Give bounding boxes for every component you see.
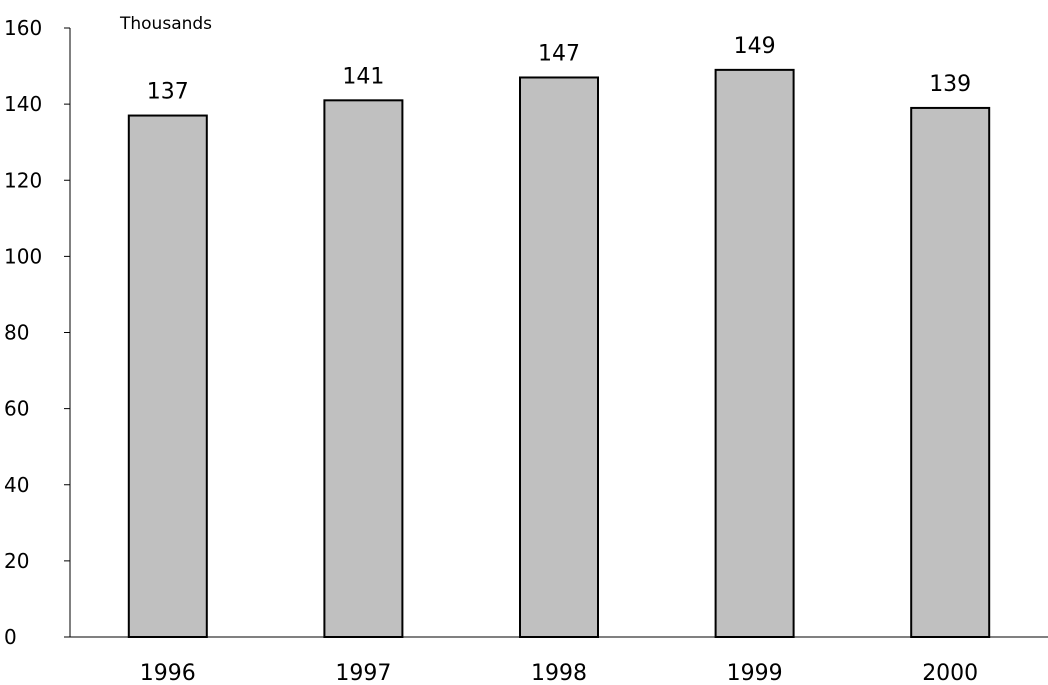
- data-label-1999: 149: [734, 34, 776, 59]
- y-tick-label: 0: [4, 625, 17, 649]
- bar-1999: [714, 68, 795, 638]
- y-tick-label: 160: [4, 16, 42, 40]
- data-label-2000: 139: [929, 72, 971, 97]
- data-label-1996: 137: [147, 80, 189, 105]
- data-label-1998: 147: [538, 41, 580, 66]
- x-axis-labels: 1996 1997 1998 1999 2000: [140, 661, 978, 685]
- x-tick-label-1996: 1996: [140, 661, 196, 685]
- y-tick-label: 100: [4, 244, 42, 268]
- y-tick-label: 80: [4, 321, 29, 345]
- bar-1997: [323, 99, 404, 639]
- bars: [127, 68, 991, 639]
- y-axis-ticks: 0 20 40 60 80 100 120 140 160: [4, 16, 70, 649]
- data-labels: 137 141 147 149 139: [147, 34, 971, 105]
- y-tick-label: 60: [4, 397, 29, 421]
- y-tick-label: 140: [4, 92, 42, 116]
- y-tick-label: 20: [4, 549, 29, 573]
- y-axis-unit-label: Thousands: [119, 14, 212, 34]
- y-tick-label: 40: [4, 473, 29, 497]
- y-tick-label: 120: [4, 168, 42, 192]
- data-label-1997: 141: [342, 64, 384, 89]
- bar-1996: [127, 114, 208, 638]
- x-tick-label-1999: 1999: [727, 661, 783, 685]
- bar-1998: [519, 76, 599, 638]
- bar-2000: [910, 106, 991, 638]
- x-tick-label-2000: 2000: [922, 661, 978, 685]
- x-tick-label-1997: 1997: [335, 661, 391, 685]
- x-tick-label-1998: 1998: [531, 661, 587, 685]
